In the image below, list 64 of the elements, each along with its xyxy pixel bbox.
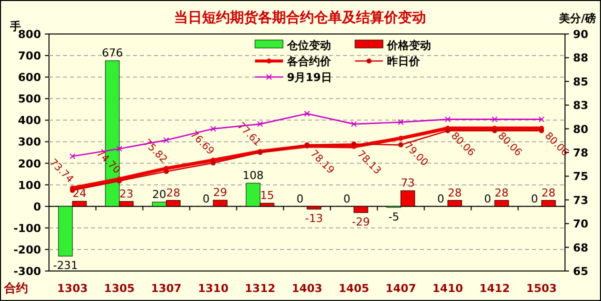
y2-tick-label: 75 bbox=[573, 170, 588, 184]
data-label: 0 bbox=[343, 192, 350, 206]
y2-tick-label: 65 bbox=[573, 265, 588, 278]
y-tick-label: 400 bbox=[18, 114, 42, 128]
data-label: -5 bbox=[388, 210, 400, 224]
y-tick-label: -100 bbox=[13, 222, 42, 235]
data-label: 676 bbox=[102, 46, 123, 60]
y-tick-label: 0 bbox=[33, 200, 42, 214]
data-label: 28 bbox=[448, 186, 462, 200]
y-tick-label: 800 bbox=[18, 28, 42, 41]
x-axis-title: 合约 bbox=[3, 281, 28, 295]
data-label: 29 bbox=[213, 186, 228, 200]
x-tick-label: 1403 bbox=[292, 282, 322, 295]
y2-tick-label: 70 bbox=[573, 218, 589, 231]
data-label: 28 bbox=[494, 186, 509, 200]
data-label: 0 bbox=[437, 192, 444, 206]
x-tick-label: 1307 bbox=[150, 282, 182, 295]
y-tick-label: 100 bbox=[18, 178, 42, 192]
y-tick-label: -300 bbox=[13, 265, 42, 278]
data-label: -231 bbox=[52, 259, 78, 272]
y-tick-label: 700 bbox=[18, 50, 42, 63]
y2-tick-label: 80 bbox=[573, 122, 589, 136]
legend-label: 9月19日 bbox=[287, 71, 332, 84]
y-tick-label: 200 bbox=[18, 157, 42, 170]
legend-label: 昨日价 bbox=[387, 55, 421, 68]
y2-tick-label: 68 bbox=[573, 241, 588, 254]
x-tick-label: 1305 bbox=[104, 282, 135, 295]
y2-tick-label: 88 bbox=[573, 52, 588, 65]
data-label: 15 bbox=[260, 189, 274, 202]
data-label: 23 bbox=[119, 187, 134, 200]
y2-tick-label: 83 bbox=[573, 99, 588, 112]
data-label: 28 bbox=[166, 186, 180, 200]
x-tick-label: 1312 bbox=[244, 282, 276, 295]
x-tick-label: 1410 bbox=[432, 282, 464, 295]
data-label: 28 bbox=[542, 186, 556, 200]
legend-label: 价格变动 bbox=[386, 39, 431, 52]
x-tick-label: 1503 bbox=[526, 282, 557, 295]
data-label: 0 bbox=[296, 192, 304, 206]
y-tick-label: 600 bbox=[18, 71, 42, 84]
data-label: 0 bbox=[202, 192, 210, 206]
y-axis-title: 手 bbox=[9, 20, 21, 33]
y-tick-label: -200 bbox=[13, 243, 42, 256]
data-label: 0 bbox=[531, 192, 538, 206]
data-label: 108 bbox=[242, 169, 264, 182]
x-tick-label: 1407 bbox=[386, 282, 416, 295]
y2-tick-label: 90 bbox=[573, 28, 589, 41]
data-label: -13 bbox=[305, 212, 323, 226]
x-tick-label: 1310 bbox=[198, 282, 229, 295]
data-label: 0 bbox=[484, 192, 492, 206]
y2-tick-label: 85 bbox=[573, 75, 588, 88]
y2-tick-label: 73 bbox=[573, 194, 588, 207]
legend-label: 仓位变动 bbox=[286, 39, 331, 52]
y-tick-label: 500 bbox=[18, 92, 42, 106]
data-label: 73 bbox=[400, 176, 415, 190]
chart-title: 当日短约期货各期合约仓单及结算价变动 bbox=[174, 9, 426, 26]
y-tick-label: 300 bbox=[18, 136, 42, 149]
data-label: 20 bbox=[152, 188, 166, 202]
legend-label: 各合约价 bbox=[286, 55, 332, 68]
y2-tick-label: 78 bbox=[573, 146, 588, 160]
y2-axis-title: 美分/磅 bbox=[558, 12, 596, 25]
x-tick-label: 1405 bbox=[338, 282, 370, 295]
x-tick-label: 1303 bbox=[57, 282, 88, 295]
data-label: -29 bbox=[352, 216, 370, 229]
x-tick-label: 1412 bbox=[479, 282, 510, 295]
